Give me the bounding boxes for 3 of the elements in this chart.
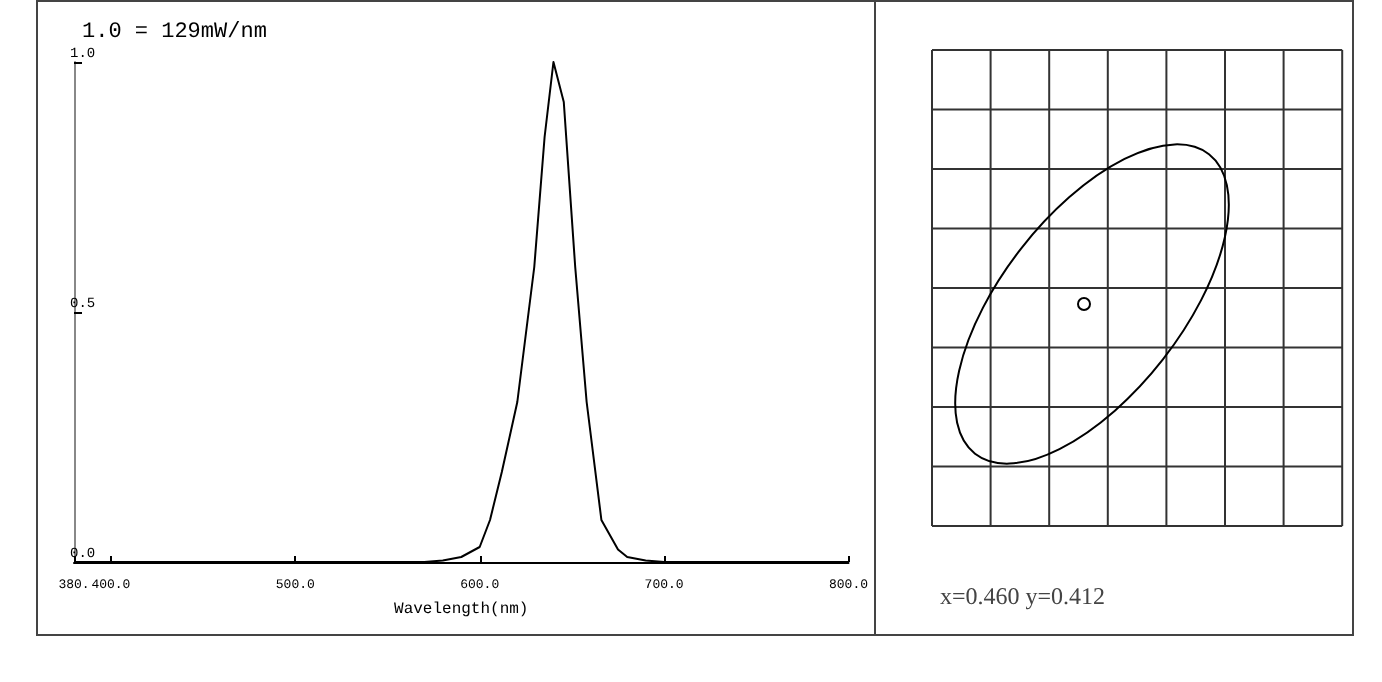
text: x=0.460 y=0.412 bbox=[940, 582, 1106, 612]
text: 1.0 = 129mW/nm bbox=[82, 21, 268, 45]
x-axis-title: Wavelength(nm) bbox=[394, 601, 529, 619]
